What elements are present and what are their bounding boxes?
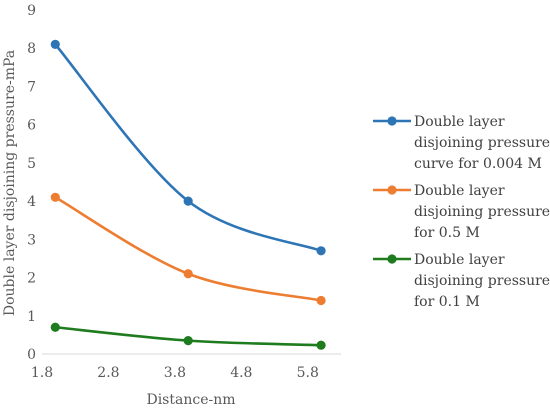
legend-label-line: for 0.1 M <box>414 294 480 310</box>
legend-swatch-marker <box>387 185 397 195</box>
y-tick-label: 3 <box>27 232 36 248</box>
legend-item-3: Double layer disjoining pressure for 0.1 M <box>373 252 550 310</box>
x-tick-label: 5.8 <box>297 365 319 381</box>
x-tick-label: 1.8 <box>31 365 53 381</box>
legend-label-line: Double layer <box>414 252 505 268</box>
y-tick-label: 1 <box>27 309 36 325</box>
data-point <box>50 192 60 202</box>
legend-label-line: Double layer <box>414 183 505 199</box>
legend-label-line: disjoining pressure <box>414 135 550 151</box>
data-point <box>183 196 193 206</box>
x-tick-label: 4.8 <box>230 365 252 381</box>
legend-item-2: Double layer disjoining pressure for 0.5 M <box>373 183 550 241</box>
y-tick-label: 9 <box>27 3 36 19</box>
legend-label-line: disjoining pressure <box>414 204 550 220</box>
series-line <box>53 43 323 253</box>
series-1 <box>50 39 326 256</box>
series-3 <box>50 322 326 350</box>
data-point <box>50 39 60 50</box>
legend-label-line: Double layer <box>414 114 505 130</box>
y-axis-ticks: 0 1 2 3 4 5 6 7 8 9 <box>27 3 36 363</box>
y-tick-label: 5 <box>27 156 36 172</box>
y-tick-label: 4 <box>27 194 36 210</box>
data-point <box>316 295 326 306</box>
series-line <box>53 195 323 302</box>
series-2 <box>50 192 326 306</box>
legend: Double layer disjoining pressure curve for… <box>373 114 550 310</box>
series-layer <box>50 39 326 350</box>
data-point <box>316 246 326 256</box>
y-tick-label: 2 <box>27 271 36 287</box>
data-point <box>50 322 60 332</box>
data-point <box>316 340 326 350</box>
legend-item-1: Double layer disjoining pressure curve for… <box>373 114 550 172</box>
legend-label-line: curve for 0.004 M <box>414 156 542 172</box>
y-tick-label: 6 <box>27 118 36 134</box>
x-tick-label: 2.8 <box>97 365 119 381</box>
legend-label-line: disjoining pressure <box>414 273 550 289</box>
x-tick-label: 3.8 <box>164 365 186 381</box>
data-point <box>183 336 193 346</box>
y-tick-label: 0 <box>27 347 36 363</box>
legend-label-line: for 0.5 M <box>414 225 480 241</box>
y-axis-title: Double layer disjoining pressure-mPa <box>2 50 18 316</box>
x-axis-title: Distance-nm <box>146 392 235 408</box>
data-point <box>183 269 193 279</box>
legend-swatch-marker <box>387 254 397 264</box>
legend-swatch-marker <box>387 116 397 126</box>
x-axis-ticks: 1.8 2.8 3.8 4.8 5.8 <box>31 365 319 381</box>
y-tick-label: 7 <box>27 79 36 95</box>
y-tick-label: 8 <box>27 41 36 57</box>
